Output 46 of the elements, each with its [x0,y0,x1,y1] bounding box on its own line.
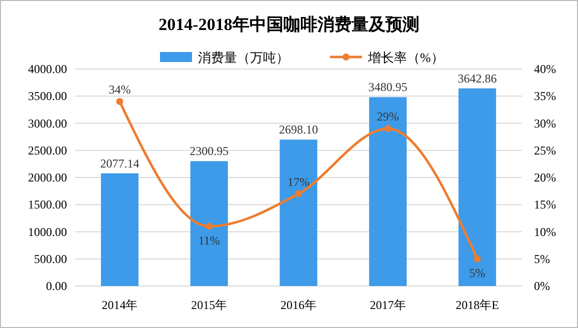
point [116,98,124,106]
y2-tick-label: 40% [534,62,556,76]
x-tick-label: 2018年E [456,298,499,312]
bar [190,161,228,286]
y-tick-label: 3000.00 [28,116,67,130]
point [384,125,392,132]
x-tick-label: 2015年 [191,298,228,312]
text: 34% [108,82,131,97]
y-tick-label: 1500.00 [28,198,67,212]
point [474,255,481,262]
y2-tick-label: 15% [534,198,556,212]
y-tick-label: 4000.00 [28,62,67,76]
bar [280,140,318,286]
legend-label: 增长率（%） [367,50,444,65]
point [295,190,302,198]
bar [458,88,496,286]
y-tick-label: 2000.00 [28,170,67,184]
x-tick-label: 2014年 [102,298,138,312]
x-tick-label: 2016年 [280,298,316,312]
y2-tick-label: 25% [534,143,556,158]
y2-tick-label: 20% [534,170,556,184]
y-tick-label: 1000.00 [28,224,67,239]
text: 3642.86 [458,71,497,86]
text: 3480.95 [368,80,408,94]
text: 5% [469,266,486,280]
y-tick-label: 3500.00 [28,89,67,104]
chart-title: 2014-2018年中国咖啡消费量及预测 [158,15,420,34]
legend-label: 消费量（万吨） [198,50,289,65]
text: 29% [376,110,399,124]
text: 11% [198,233,220,248]
y2-tick-label: 5% [534,252,550,266]
text: 2300.95 [190,144,229,158]
y2-tick-label: 35% [534,89,556,104]
y-tick-label: 2500.00 [28,143,67,158]
bar [369,97,407,286]
y2-tick-label: 0% [534,279,550,293]
x-tick-label: 2017年 [370,298,406,312]
y2-tick-label: 30% [534,116,556,130]
point [206,222,213,230]
y-tick-label: 0.00 [46,279,67,293]
y2-tick-label: 10% [534,224,556,239]
text: 17% [288,174,310,189]
text: 2698.10 [279,122,318,137]
bar [100,173,138,286]
text: 2077.14 [100,156,140,170]
y-tick-label: 500.00 [34,252,67,266]
